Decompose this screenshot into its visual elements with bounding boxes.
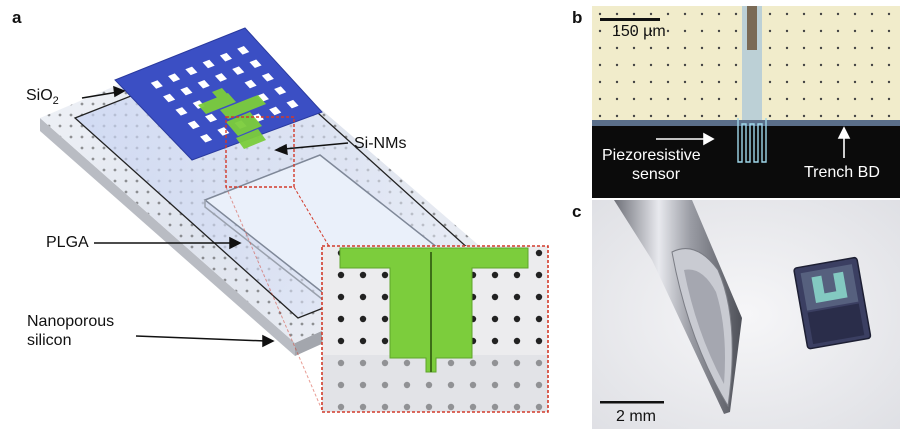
label-sio2-subscript: 2 (52, 95, 59, 108)
label-plga: PLGA (46, 234, 89, 251)
needle-photo (592, 200, 900, 429)
panel-b-arrows (656, 126, 851, 158)
panel-c-label: c (572, 202, 582, 221)
label-piezoresistive: Piezoresistive (602, 147, 701, 164)
implant-chip (793, 256, 872, 350)
label-trench-bd: Trench BD (804, 164, 880, 181)
label-si-nms: Si-NMs (354, 135, 407, 152)
panel-b-label: b (572, 8, 583, 27)
label-sensor: sensor (632, 166, 681, 183)
panel-a: a (12, 8, 549, 413)
label-nanoporous: Nanoporous (27, 313, 115, 330)
slab-side (40, 118, 295, 356)
zoom-region (225, 116, 295, 188)
sio2-openings (150, 46, 299, 143)
label-sio2: SiO2 (26, 86, 59, 111)
inset-magnified (321, 245, 549, 413)
panel-a-label: a (12, 8, 22, 27)
sensor-micrograph (592, 6, 900, 198)
panel-b: b 150 µm Piezoresistive sensor Trench BD (572, 0, 900, 200)
device-schematic (40, 27, 549, 413)
label-scalebar-150um: 150 µm (612, 23, 666, 40)
piezoresistor-serpentine (737, 118, 767, 163)
si-nm-structures (198, 88, 266, 149)
panel-c: c 2 mm (572, 200, 900, 431)
label-sio2-text: SiO (26, 87, 53, 104)
label-scalebar-2mm: 2 mm (616, 408, 656, 425)
label-silicon: silicon (27, 332, 72, 349)
annotation-arrows (81, 85, 349, 348)
inset-t-structure (339, 247, 529, 373)
